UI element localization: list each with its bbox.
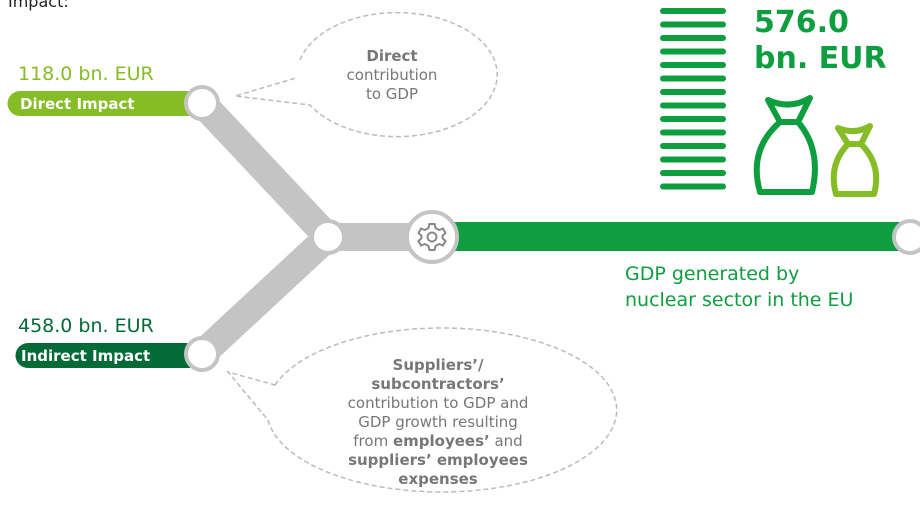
indirect-bubble-text: Suppliers’/subcontractors’contribution t… — [348, 356, 529, 488]
bubble-segment: employees’ — [393, 432, 490, 450]
direct-amount: 118.0 bn. EUR — [18, 63, 154, 85]
bubble-line: GDP growth resulting — [358, 413, 518, 431]
bubble-line: Suppliers’/ — [393, 356, 484, 374]
bubble-segment: from — [353, 432, 393, 450]
bubble-segment: to GDP — [366, 85, 418, 103]
green-bar — [445, 222, 910, 251]
bubble-segment: contribution to GDP and — [348, 394, 529, 412]
bubble-line: to GDP — [366, 85, 418, 103]
bubble-line: suppliers’ employees — [348, 451, 528, 469]
indirect-label: Indirect Impact — [21, 347, 150, 365]
stripe — [660, 62, 726, 68]
bubble-segment: Suppliers’/ — [393, 356, 484, 374]
stripe — [660, 183, 726, 190]
stripe — [660, 156, 726, 163]
bubble-segment: contribution — [347, 66, 438, 84]
caption-line: GDP generated by — [625, 263, 799, 285]
bags — [753, 95, 880, 197]
caption-line: nuclear sector in the EU — [625, 289, 853, 311]
header: Impact: — [8, 0, 69, 11]
bubble-line: Direct — [366, 47, 417, 65]
gear-icon — [417, 223, 447, 251]
indirect-pill — [15, 343, 190, 368]
stripes — [660, 8, 726, 190]
stripe — [660, 170, 726, 176]
bubble-line: expenses — [398, 470, 478, 488]
stripe — [660, 129, 726, 136]
direct-pill — [7, 91, 190, 116]
stripe — [660, 35, 726, 41]
stripe — [660, 8, 726, 14]
bubble-segment: Direct — [366, 47, 417, 65]
bubbles — [225, 11, 618, 493]
stripe — [660, 48, 726, 55]
total-unit: bn. EUR — [754, 41, 887, 76]
total-amount: 576.0 — [754, 5, 849, 40]
stripe — [660, 102, 726, 109]
bubble-line: contribution to GDP and — [348, 394, 529, 412]
nodes — [184, 85, 920, 372]
indirect-amount: 458.0 bn. EUR — [18, 315, 154, 337]
bubble-line: contribution — [347, 66, 438, 84]
direct-label: Direct Impact — [20, 95, 135, 113]
stripe — [660, 21, 726, 28]
bubble-segment: and — [490, 432, 523, 450]
bubble-line: from employees’ and — [353, 432, 522, 450]
stripe — [660, 143, 726, 149]
bubble-segment: GDP growth resulting — [358, 413, 518, 431]
stripe — [660, 89, 726, 95]
bubble-line: subcontractors’ — [371, 375, 504, 393]
bubble-segment: subcontractors’ — [371, 375, 504, 393]
stripe — [660, 116, 726, 122]
bubble-segment: suppliers’ employees — [348, 451, 528, 469]
bubble-segment: expenses — [398, 470, 478, 488]
stripe — [660, 75, 726, 82]
